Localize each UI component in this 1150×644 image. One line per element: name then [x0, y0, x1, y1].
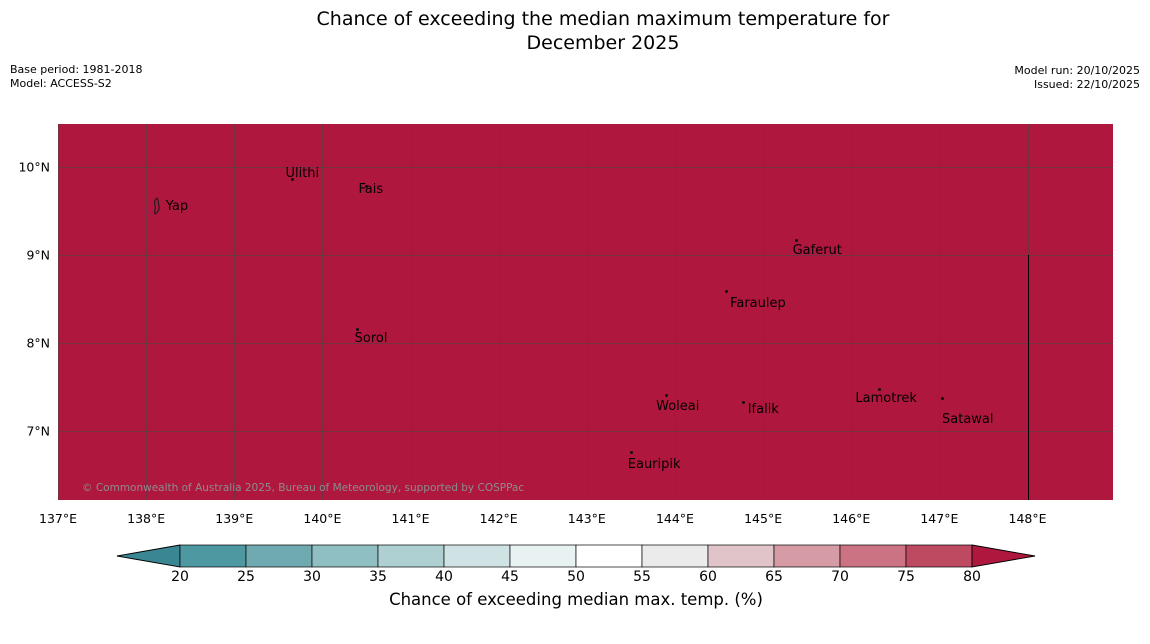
colorbar-tick-50: 50: [567, 569, 585, 585]
place-label-eauripik: Eauripik: [627, 456, 681, 472]
place-label-ifalik: Ifalik: [747, 402, 779, 418]
gridline-lon-141: [410, 124, 412, 500]
base-period-text: Base period: 1981-2018: [10, 63, 143, 76]
colorbar-tick-35: 35: [369, 569, 387, 585]
colorbar-segment-11: [905, 544, 973, 568]
gridline-lon-145: [763, 124, 765, 500]
gridline-lon-146: [851, 124, 853, 500]
colorbar-tick-65: 65: [765, 569, 783, 585]
place-marker-faraulep: [724, 290, 728, 294]
colorbar-tick-25: 25: [237, 569, 255, 585]
colorbar: Chance of exceeding median max. temp. (%…: [116, 544, 1036, 616]
place-marker-lamotrek: [877, 387, 881, 391]
place-label-lamotrek: Lamotrek: [855, 391, 917, 407]
lon-tick-label: 148°E: [1008, 511, 1047, 526]
place-label-sorol: Sorol: [354, 330, 388, 346]
colorbar-label: Chance of exceeding median max. temp. (%…: [389, 590, 763, 609]
colorbar-svg: [116, 544, 1036, 568]
gridline-lon-144: [674, 124, 676, 500]
title-line1: Chance of exceeding the median maximum t…: [316, 8, 890, 30]
place-marker-ulithi: [290, 177, 294, 181]
model-run-text: Model run: 20/10/2025: [1014, 64, 1140, 77]
place-label-satawal: Satawal: [942, 411, 994, 427]
title-line2: December 2025: [526, 32, 680, 54]
place-label-yap: Yap: [165, 199, 189, 215]
meta-right: Model run: 20/10/2025 Issued: 22/10/2025: [1014, 64, 1140, 92]
lat-tick-label: 7°N: [26, 423, 50, 439]
colorbar-tick-45: 45: [501, 569, 519, 585]
place-marker-fais: [364, 184, 368, 188]
colorbar-under-arrow: [116, 544, 181, 568]
place-marker-woleai: [664, 393, 668, 397]
colorbar-tick-60: 60: [699, 569, 717, 585]
colorbar-segment-5: [509, 544, 577, 568]
place-marker-satawal: [940, 397, 944, 401]
colorbar-segment-8: [707, 544, 775, 568]
colorbar-segment-4: [443, 544, 511, 568]
gridline-lon-143: [586, 124, 588, 500]
colorbar-tick-80: 80: [963, 569, 981, 585]
colorbar-segment-9: [773, 544, 841, 568]
colorbar-tick-20: 20: [171, 569, 189, 585]
lat-tick-label: 9°N: [26, 247, 50, 263]
lon-tick-label: 145°E: [744, 511, 783, 526]
colorbar-segment-6: [575, 544, 643, 568]
gridline-lon-138: [146, 124, 148, 500]
lon-tick-label: 140°E: [303, 511, 342, 526]
gridline-lon-142: [498, 124, 500, 500]
colorbar-tick-30: 30: [303, 569, 321, 585]
place-label-gaferut: Gaferut: [792, 242, 842, 258]
gridline-lon-140: [322, 124, 324, 500]
forecast-map: © Commonwealth of Australia 2025, Bureau…: [58, 124, 1113, 500]
colorbar-segment-0: [179, 544, 247, 568]
lon-tick-label: 146°E: [832, 511, 871, 526]
place-label-woleai: Woleai: [656, 399, 700, 415]
meta-left: Base period: 1981-2018 Model: ACCESS-S2: [10, 63, 142, 91]
colorbar-tick-75: 75: [897, 569, 915, 585]
place-marker-ifalik: [742, 400, 746, 404]
colorbar-tick-70: 70: [831, 569, 849, 585]
issued-text: Issued: 22/10/2025: [1033, 78, 1140, 91]
lon-tick-label: 142°E: [479, 511, 518, 526]
colorbar-segment-7: [641, 544, 709, 568]
lon-tick-label: 137°E: [38, 511, 78, 526]
model-text: Model: ACCESS-S2: [10, 77, 112, 90]
lon-tick-label: 144°E: [655, 511, 694, 526]
lon-tick-label: 138°E: [127, 511, 166, 526]
lat-tick-label: 10°N: [18, 159, 50, 175]
colorbar-tick-55: 55: [633, 569, 651, 585]
gridline-lat-7: [58, 430, 1113, 432]
place-marker-gaferut: [795, 239, 799, 243]
copyright-text: © Commonwealth of Australia 2025, Bureau…: [82, 482, 525, 494]
gridline-lat-9: [58, 254, 1113, 256]
colorbar-segment-2: [311, 544, 379, 568]
lon-tick-label: 147°E: [920, 511, 959, 526]
lon-tick-label: 143°E: [567, 511, 606, 526]
gridline-lon-139: [234, 124, 236, 500]
colorbar-segment-3: [377, 544, 445, 568]
lon-tick-label: 139°E: [215, 511, 254, 526]
place-label-faraulep: Faraulep: [730, 295, 786, 311]
colorbar-segment-1: [245, 544, 313, 568]
lon-tick-label: 141°E: [391, 511, 430, 526]
island-shape-yap: [149, 196, 165, 220]
colorbar-tick-40: 40: [435, 569, 453, 585]
gridline-lon-137: [58, 124, 59, 500]
page-title: Chance of exceeding the median maximum t…: [58, 7, 1148, 55]
gridline-lat-8: [58, 342, 1113, 344]
place-label-fais: Fais: [358, 182, 384, 198]
state-boundary-line: [1027, 254, 1029, 500]
gridline-lon-147: [939, 124, 941, 500]
colorbar-over-arrow: [971, 544, 1036, 568]
place-label-ulithi: Ulithi: [285, 166, 320, 182]
gridline-lat-10: [58, 167, 1113, 169]
lat-tick-label: 8°N: [26, 335, 50, 351]
colorbar-segment-10: [839, 544, 907, 568]
place-marker-eauripik: [630, 451, 634, 455]
place-marker-sorol: [356, 328, 360, 332]
